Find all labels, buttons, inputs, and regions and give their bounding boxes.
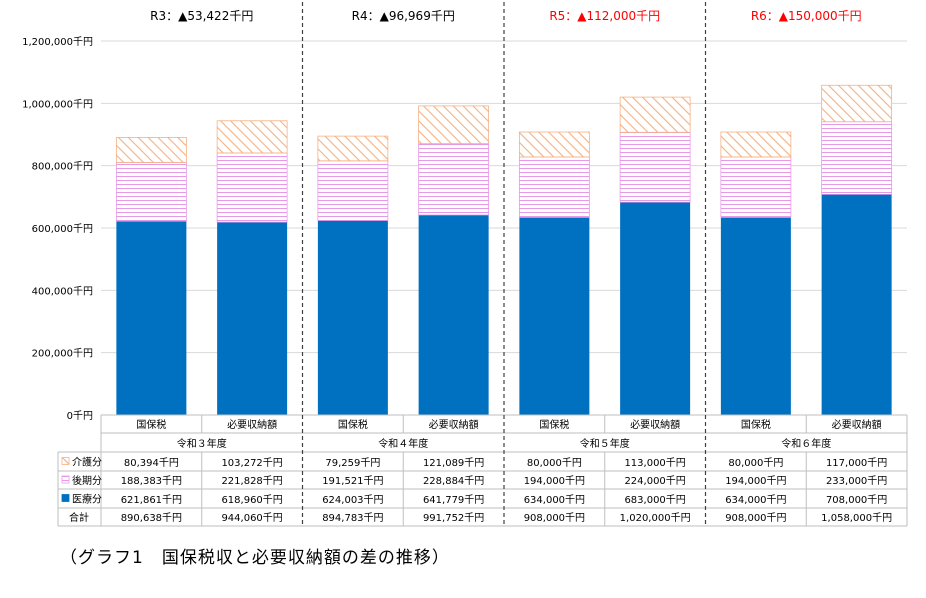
group-header: R6：▲150,000千円 xyxy=(751,9,862,23)
category-label: 必要収納額 xyxy=(630,418,680,431)
cell-elderly: 221,828千円 xyxy=(221,475,282,487)
bar-care xyxy=(216,120,288,154)
y-tick-label: 800,000千円 xyxy=(32,161,93,173)
cell-medical: 624,003千円 xyxy=(322,494,383,506)
cell-care: 80,000千円 xyxy=(728,457,783,469)
bar-care xyxy=(115,137,187,163)
cell-total: 908,000千円 xyxy=(524,512,585,524)
cell-care: 103,272千円 xyxy=(221,457,282,469)
year-label: 令和５年度 xyxy=(580,437,630,450)
category-label: 必要収納額 xyxy=(227,418,277,431)
bar-medical xyxy=(720,217,791,415)
y-tick-label: 600,000千円 xyxy=(32,223,93,235)
cell-medical: 618,960千円 xyxy=(221,494,282,506)
cell-total: 908,000千円 xyxy=(725,512,786,524)
bar-medical xyxy=(317,220,388,415)
cell-elderly: 191,521千円 xyxy=(322,475,383,487)
bar-elderly xyxy=(418,143,490,216)
row-label-total: 合計 xyxy=(69,511,89,524)
year-label: 令和６年度 xyxy=(781,437,831,450)
cell-medical: 641,779千円 xyxy=(423,494,484,506)
cell-care: 80,394千円 xyxy=(124,457,179,469)
chart-caption: （グラフ1 国保税収と必要収納額の差の推移） xyxy=(60,548,450,568)
category-label: 国保税 xyxy=(539,418,569,431)
cell-elderly: 188,383千円 xyxy=(121,475,182,487)
cell-total: 1,058,000千円 xyxy=(821,512,892,524)
group-header: R4：▲96,969千円 xyxy=(352,9,455,23)
cell-care: 117,000千円 xyxy=(826,457,887,469)
y-tick-label: 400,000千円 xyxy=(32,285,93,297)
row-label-elderly: 後期分 xyxy=(72,474,102,487)
cell-elderly: 194,000千円 xyxy=(725,475,786,487)
bar-elderly xyxy=(518,156,590,218)
cell-elderly: 228,884千円 xyxy=(423,475,484,487)
cell-care: 80,000千円 xyxy=(527,457,582,469)
cell-elderly: 224,000千円 xyxy=(624,475,685,487)
bar-elderly xyxy=(821,121,893,195)
year-label: 令和４年度 xyxy=(378,437,428,450)
category-label: 必要収納額 xyxy=(832,418,882,431)
bar-elderly xyxy=(115,162,187,222)
bar-care xyxy=(317,135,389,162)
cell-medical: 708,000千円 xyxy=(826,494,887,506)
bar-elderly xyxy=(619,131,691,203)
category-label: 必要収納額 xyxy=(429,418,479,431)
bar-elderly xyxy=(216,152,288,223)
cell-total: 890,638千円 xyxy=(121,512,182,524)
y-tick-label: 1,200,000千円 xyxy=(22,36,93,48)
category-label: 国保税 xyxy=(136,418,166,431)
bars xyxy=(115,84,893,415)
bar-care xyxy=(518,131,590,158)
y-tick-label: 1,000,000千円 xyxy=(22,98,93,110)
cell-total: 944,060千円 xyxy=(221,512,282,524)
bar-medical xyxy=(821,194,892,415)
bar-medical xyxy=(620,202,691,415)
cell-total: 991,752千円 xyxy=(423,512,484,524)
cell-total: 1,020,000千円 xyxy=(620,512,691,524)
cell-care: 121,089千円 xyxy=(423,457,484,469)
category-label: 国保税 xyxy=(741,418,771,431)
group-header: R3：▲53,422千円 xyxy=(150,9,253,23)
bar-medical xyxy=(418,214,489,415)
y-tick-label: 200,000千円 xyxy=(32,348,93,360)
bar-elderly xyxy=(720,156,792,218)
cell-care: 113,000千円 xyxy=(624,457,685,469)
bar-care xyxy=(418,105,490,145)
group-headers: R3：▲53,422千円 R4：▲96,969千円 R5：▲112,000千円 R6：… xyxy=(150,9,862,23)
cell-medical: 683,000千円 xyxy=(624,494,685,506)
bar-medical xyxy=(519,217,590,415)
row-label-medical: 医療分 xyxy=(72,493,102,506)
bar-medical xyxy=(116,221,187,415)
group-dividers xyxy=(301,2,707,526)
cell-medical: 634,000千円 xyxy=(725,494,786,506)
bar-medical xyxy=(217,222,288,415)
legend-key-medical xyxy=(61,494,70,502)
category-label: 国保税 xyxy=(338,418,368,431)
group-header: R5：▲112,000千円 xyxy=(549,9,660,23)
legend-key-elderly xyxy=(61,475,70,484)
cell-medical: 634,000千円 xyxy=(524,494,585,506)
bar-care xyxy=(821,84,893,123)
y-axis: 0千円 200,000千円 400,000千円 600,000千円 800,000千円 1… xyxy=(22,36,93,422)
cell-total: 894,783千円 xyxy=(322,512,383,524)
cell-elderly: 233,000千円 xyxy=(826,475,887,487)
bar-elderly xyxy=(317,160,389,221)
bar-care xyxy=(619,96,691,133)
cell-care: 79,259千円 xyxy=(325,457,380,469)
row-label-care: 介護分 xyxy=(72,456,102,469)
bar-care xyxy=(720,131,792,158)
cell-elderly: 194,000千円 xyxy=(524,475,585,487)
y-tick-label: 0千円 xyxy=(67,410,93,422)
cell-medical: 621,861千円 xyxy=(121,494,182,506)
legend-key-care xyxy=(61,457,70,465)
year-label: 令和３年度 xyxy=(177,437,227,450)
